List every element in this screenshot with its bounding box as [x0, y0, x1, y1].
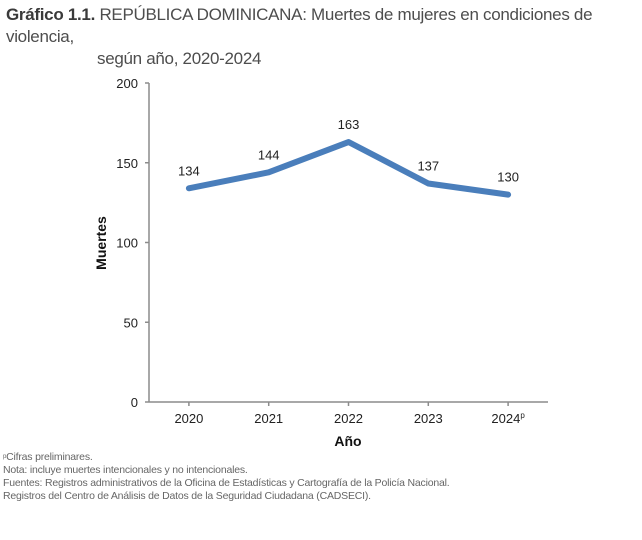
- preliminary-mark: p: [3, 454, 7, 460]
- x-tick-label: 2021: [254, 411, 283, 426]
- x-axis-label: Año: [334, 433, 361, 449]
- data-labels: 134 144 163 137 130: [178, 117, 519, 185]
- data-label: 163: [338, 117, 360, 132]
- line-chart: 0 50 100 150 200 2020 2021 2022 2023 2024p 134 14…: [93, 76, 548, 449]
- figure-label: Gráfico 1.1.: [6, 5, 95, 24]
- series-line-muertes: [185, 139, 512, 198]
- y-axis-label: Muertes: [93, 216, 109, 270]
- data-label: 130: [497, 170, 519, 185]
- title-line-2: según año, 2020-2024: [97, 49, 262, 68]
- y-tick-label: 50: [124, 315, 138, 330]
- data-label: 144: [258, 147, 280, 162]
- x-ticks: 2020 2021 2022 2023 2024p: [174, 402, 525, 426]
- footnote-source-1: Fuentes: Registros administrativos de la…: [3, 477, 450, 489]
- y-tick-label: 100: [116, 236, 138, 251]
- footnote-note: Nota: incluye muertes intencionales y no…: [3, 464, 248, 476]
- preliminary-superscript: p: [520, 411, 525, 420]
- y-tick-label: 150: [116, 156, 138, 171]
- footnote-source-2: Registros del Centro de Análisis de Dato…: [3, 490, 371, 502]
- footnote-preliminary: pCifras preliminares.: [3, 451, 93, 463]
- y-tick-label: 200: [116, 76, 138, 91]
- title-line-1: REPÚBLICA DOMINICANA: Muertes de mujeres…: [6, 5, 593, 46]
- x-tick-label: 2022: [334, 411, 363, 426]
- x-tick-label: 2023: [414, 411, 443, 426]
- footnotes: pCifras preliminares. Nota: incluye muer…: [3, 451, 450, 503]
- y-tick-label: 0: [131, 395, 138, 410]
- x-tick-label: 2024p: [491, 411, 525, 426]
- y-ticks: 0 50 100 150 200: [116, 76, 149, 410]
- data-label: 137: [417, 158, 439, 173]
- x-tick-label: 2020: [174, 411, 203, 426]
- chart-title: Gráfico 1.1. REPÚBLICA DOMINICANA: Muert…: [6, 4, 642, 70]
- data-label: 134: [178, 163, 200, 178]
